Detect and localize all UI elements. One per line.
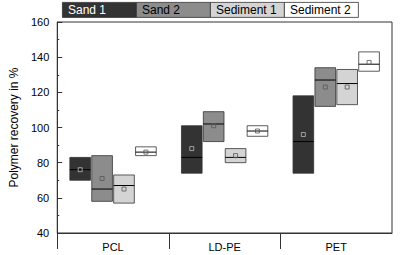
svg-text:Sediment 1: Sediment 1 bbox=[216, 3, 277, 17]
svg-text:160: 160 bbox=[31, 16, 49, 28]
svg-text:PCL: PCL bbox=[102, 241, 123, 253]
svg-text:LD-PE: LD-PE bbox=[208, 241, 240, 253]
svg-text:PET: PET bbox=[326, 241, 348, 253]
svg-text:120: 120 bbox=[31, 86, 49, 98]
svg-text:60: 60 bbox=[37, 192, 49, 204]
svg-text:Sand 2: Sand 2 bbox=[142, 3, 180, 17]
svg-text:40: 40 bbox=[37, 227, 49, 239]
svg-text:Sand 1: Sand 1 bbox=[68, 3, 106, 17]
svg-text:Sediment 2: Sediment 2 bbox=[290, 3, 351, 17]
svg-text:80: 80 bbox=[37, 157, 49, 169]
svg-text:140: 140 bbox=[31, 51, 49, 63]
svg-text:Polymer recovery in %: Polymer recovery in % bbox=[7, 67, 21, 187]
svg-text:100: 100 bbox=[31, 122, 49, 134]
